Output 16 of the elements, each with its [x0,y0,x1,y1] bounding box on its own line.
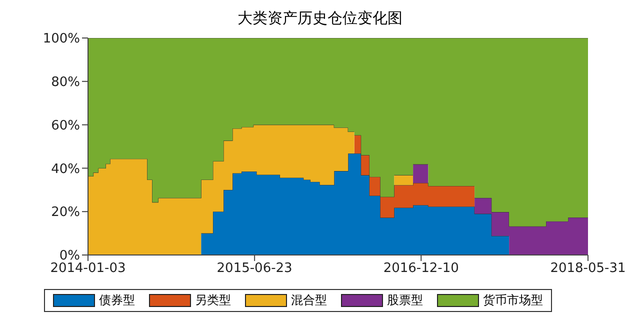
x-tick-label: 2018-05-31 [550,261,626,276]
text: 货币市场型 [483,292,543,309]
y-tick-label: 40% [51,162,80,177]
x-tick-label: 2015-06-23 [216,261,292,276]
y-tick-label: 0% [59,248,80,264]
x-tick-label: 2014-01-03 [50,261,126,276]
legend-label: 债券型 [99,292,135,309]
legend-label: 另类型 [195,292,231,309]
y-tick-label: 60% [51,118,80,134]
y-tick-label: 80% [51,75,80,90]
legend-label: 股票型 [387,292,423,309]
y-tick-label: 20% [51,205,80,220]
y-tick-label: 100% [42,32,80,47]
chart-title: 大类资产历史仓位变化图 [236,8,404,28]
x-tick-label: 2016-12-10 [383,261,459,276]
legend-label: 混合型 [291,292,327,309]
